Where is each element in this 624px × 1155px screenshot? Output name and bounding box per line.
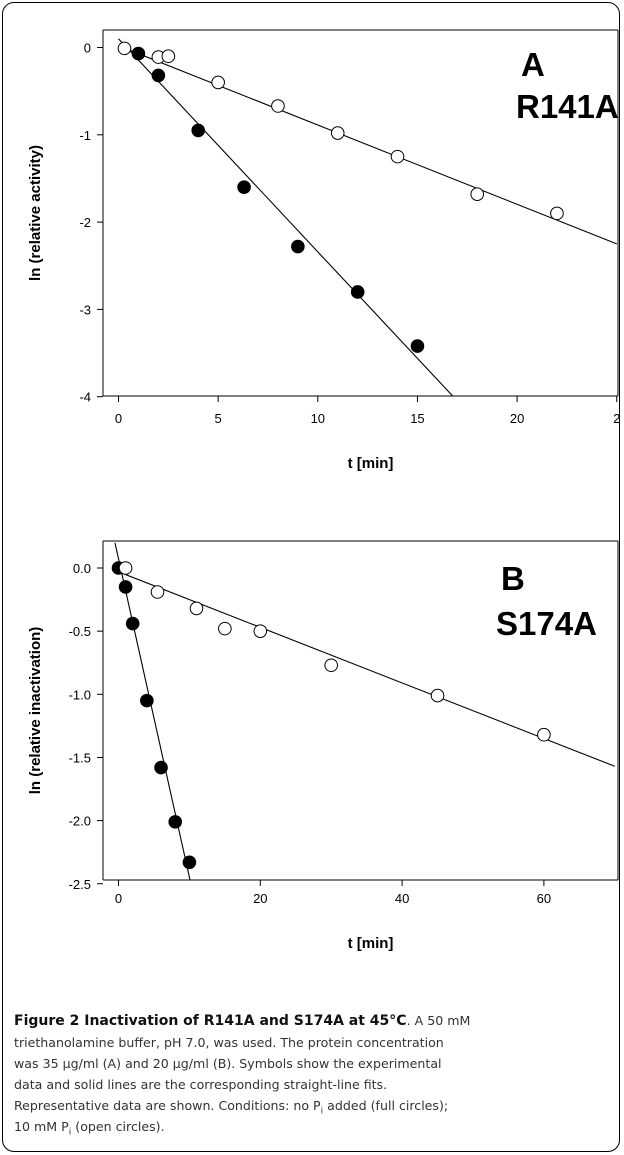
x-axis-label: t [min]	[348, 935, 394, 952]
data-point-full-circle	[125, 616, 140, 631]
y-axis-label: ln (relative inactivation)	[27, 627, 44, 795]
data-point-open-circle	[189, 601, 204, 616]
data-point-full-circle	[154, 760, 168, 775]
fit-line-full-circles	[118, 38, 454, 396]
caption-line5a: Representative data are shown. Condition…	[14, 1098, 321, 1113]
data-point-open-circle	[537, 727, 551, 742]
panel-letter: A	[521, 46, 545, 83]
y-tick-label: -0.5	[69, 624, 91, 639]
y-tick-label: -2.0	[69, 814, 91, 829]
x-tick-label: 15	[410, 411, 424, 426]
fit-line-open-circles	[118, 45, 617, 245]
data-point-open-circle	[118, 561, 133, 575]
y-tick-label: 0	[84, 41, 91, 56]
data-point-full-circle	[118, 580, 133, 594]
data-point-open-circle	[150, 585, 165, 599]
caption-line4: data and solid lines are the correspondi…	[14, 1077, 388, 1092]
data-point-open-circle	[324, 658, 339, 673]
data-point-full-circle	[140, 693, 154, 708]
figure-charts: 0 5 10 15 20 20-1-2-3-4t [min]ln (relative ac…	[27, 29, 620, 952]
caption-line1: . A 50 mM	[406, 1013, 471, 1028]
data-point-open-circle	[271, 99, 285, 113]
x-axis-label: t [min]	[348, 455, 394, 472]
figure-caption: Figure 2 Inactivation of R141A and S174A…	[14, 1010, 614, 1137]
panel-mutant-name: S174A	[496, 605, 597, 642]
caption-title: Figure 2 Inactivation of R141A and S174A…	[14, 1013, 407, 1029]
data-point-open-circle	[550, 206, 564, 221]
chart-panel-a: 0 5 10 15 20 20-1-2-3-4t [min]ln (relative ac…	[27, 29, 620, 472]
y-tick-label: -3	[79, 302, 91, 317]
y-tick-label: -1	[79, 128, 91, 143]
y-axis-label: ln (relative activity)	[27, 145, 44, 281]
y-tick-label: -2	[79, 215, 91, 230]
x-tick-label: 2	[613, 411, 620, 426]
x-tick-label: 0	[115, 891, 122, 906]
panel-mutant-name: R141A	[516, 88, 619, 125]
data-point-full-circle	[168, 815, 183, 829]
y-tick-label: 0.0	[73, 561, 91, 576]
data-point-open-circle	[253, 624, 268, 638]
data-point-full-circle	[182, 855, 197, 870]
data-point-open-circle	[218, 621, 232, 636]
data-point-open-circle	[330, 126, 345, 140]
data-point-full-circle	[151, 68, 166, 83]
x-tick-label: 60	[537, 891, 551, 906]
x-tick-label: 40	[395, 891, 409, 906]
data-point-full-circle	[350, 285, 365, 299]
x-tick-label: 20	[510, 411, 524, 426]
y-tick-label: -2.5	[69, 877, 91, 892]
data-point-open-circle	[211, 75, 225, 90]
data-point-full-circle	[237, 180, 251, 194]
caption-line2: triethanolamine buffer, pH 7.0, was used…	[14, 1035, 444, 1050]
data-point-open-circle	[390, 149, 405, 164]
data-point-full-circle	[410, 339, 425, 353]
caption-sub-i-2: i	[68, 1127, 72, 1138]
fit-line-full-circles	[114, 542, 191, 880]
x-tick-label: 10	[311, 411, 325, 426]
data-point-open-circle	[117, 41, 132, 56]
chart-panel-b: 0 20 40 60 0.0 -0.5 -1.0 -1.5 -2.0 -2.5 t [min] ln …	[27, 540, 619, 952]
caption-line5b: added (full circles);	[323, 1098, 449, 1113]
caption-sub-i: i	[320, 1106, 324, 1117]
data-point-open-circle	[161, 49, 176, 64]
data-point-open-circle	[430, 688, 445, 703]
x-tick-label: 5	[215, 411, 222, 426]
caption-line3: was 35 µg/ml (A) and 20 µg/ml (B). Symbo…	[14, 1056, 442, 1071]
x-tick-label: 20	[253, 891, 267, 906]
data-point-full-circle	[191, 123, 206, 138]
y-tick-label: -1.0	[69, 687, 91, 702]
caption-line6b: (open circles).	[71, 1119, 165, 1134]
y-tick-label: -1.5	[69, 750, 91, 765]
data-point-open-circle	[470, 187, 485, 201]
x-tick-label: 0	[115, 411, 122, 426]
panel-letter: B	[501, 560, 525, 597]
caption-line6a: 10 mM P	[14, 1119, 69, 1134]
data-point-full-circle	[291, 239, 305, 254]
y-tick-label: -4	[79, 390, 91, 405]
